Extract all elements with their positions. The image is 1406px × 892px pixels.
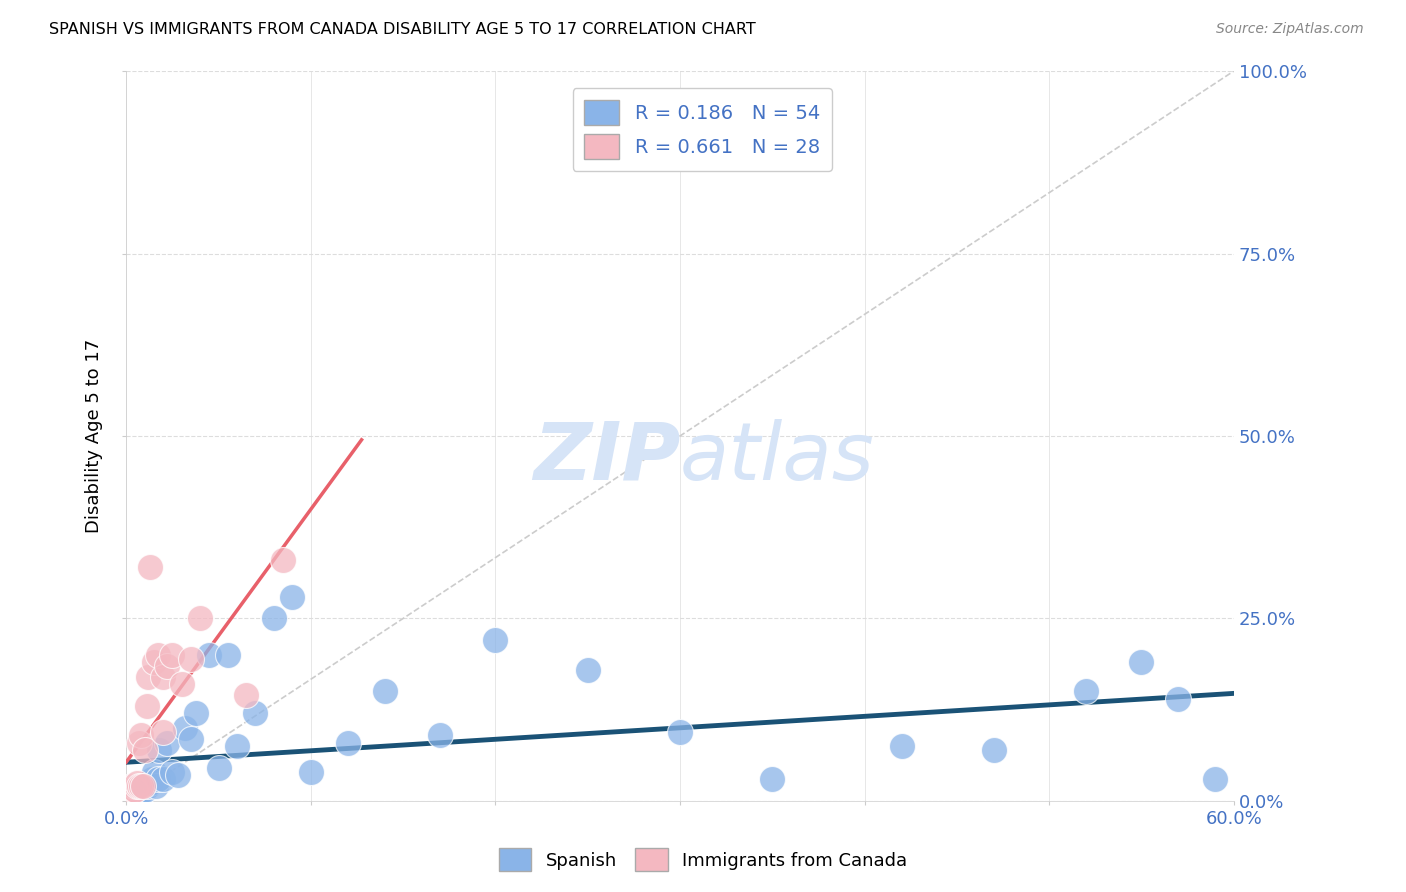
Point: [118, 787, 141, 801]
Point: [669, 724, 692, 739]
Point: [124, 783, 146, 797]
Point: [235, 688, 257, 702]
Point: [132, 780, 155, 794]
Text: ZIP: ZIP: [533, 419, 681, 497]
Point: [162, 764, 184, 779]
Point: [129, 780, 152, 794]
Point: [134, 743, 156, 757]
Point: [299, 764, 322, 779]
Point: [128, 735, 150, 749]
Point: [122, 780, 145, 794]
Point: [138, 670, 160, 684]
Point: [1130, 655, 1153, 669]
Point: [484, 633, 506, 648]
Point: [128, 783, 150, 797]
Point: [146, 772, 169, 786]
Point: [145, 780, 167, 794]
Text: atlas: atlas: [681, 419, 875, 497]
Point: [152, 724, 174, 739]
Point: [142, 764, 165, 779]
Point: [129, 787, 152, 801]
Point: [167, 768, 190, 782]
Point: [761, 772, 783, 786]
Point: [576, 663, 599, 677]
Point: [1204, 772, 1226, 786]
Point: [983, 743, 1005, 757]
Point: [142, 655, 165, 669]
Point: [429, 728, 451, 742]
Point: [122, 780, 145, 794]
Point: [156, 659, 179, 673]
Point: [186, 706, 208, 721]
Point: [118, 783, 141, 797]
Point: [139, 775, 162, 789]
Legend: R = 0.186   N = 54, R = 0.661   N = 28: R = 0.186 N = 54, R = 0.661 N = 28: [572, 88, 832, 171]
Point: [127, 780, 149, 794]
Point: [127, 780, 149, 794]
Point: [121, 780, 143, 794]
Point: [128, 780, 150, 794]
Point: [148, 743, 170, 757]
Point: [132, 783, 155, 797]
Point: [134, 780, 156, 794]
Point: [121, 780, 143, 794]
Point: [180, 651, 202, 665]
Point: [1074, 684, 1097, 698]
Legend: Spanish, Immigrants from Canada: Spanish, Immigrants from Canada: [492, 841, 914, 879]
Point: [134, 783, 156, 797]
Text: Source: ZipAtlas.com: Source: ZipAtlas.com: [1216, 22, 1364, 37]
Point: [127, 783, 149, 797]
Point: [122, 787, 145, 801]
Point: [138, 780, 160, 794]
Point: [124, 783, 146, 797]
Point: [128, 780, 150, 794]
Point: [117, 783, 139, 797]
Point: [146, 648, 169, 662]
Point: [139, 560, 162, 574]
Point: [207, 761, 229, 775]
Point: [1167, 691, 1189, 706]
Point: [127, 775, 149, 789]
Point: [132, 780, 155, 794]
Point: [174, 721, 197, 735]
Point: [245, 706, 267, 721]
Point: [180, 731, 202, 746]
Text: SPANISH VS IMMIGRANTS FROM CANADA DISABILITY AGE 5 TO 17 CORRELATION CHART: SPANISH VS IMMIGRANTS FROM CANADA DISABI…: [49, 22, 756, 37]
Point: [152, 772, 174, 786]
Point: [124, 787, 146, 801]
Point: [135, 699, 157, 714]
Point: [198, 648, 221, 662]
Point: [135, 775, 157, 789]
Y-axis label: Disability Age 5 to 17: Disability Age 5 to 17: [86, 339, 103, 533]
Point: [374, 684, 396, 698]
Point: [152, 670, 174, 684]
Point: [170, 677, 193, 691]
Point: [162, 648, 184, 662]
Point: [271, 553, 294, 567]
Point: [156, 735, 179, 749]
Point: [117, 783, 139, 797]
Point: [129, 728, 152, 742]
Point: [141, 772, 163, 786]
Point: [263, 611, 285, 625]
Point: [188, 611, 211, 625]
Point: [217, 648, 239, 662]
Point: [890, 739, 912, 754]
Point: [122, 783, 145, 797]
Point: [129, 780, 152, 794]
Point: [121, 783, 143, 797]
Point: [226, 739, 249, 754]
Point: [281, 590, 304, 604]
Point: [336, 735, 359, 749]
